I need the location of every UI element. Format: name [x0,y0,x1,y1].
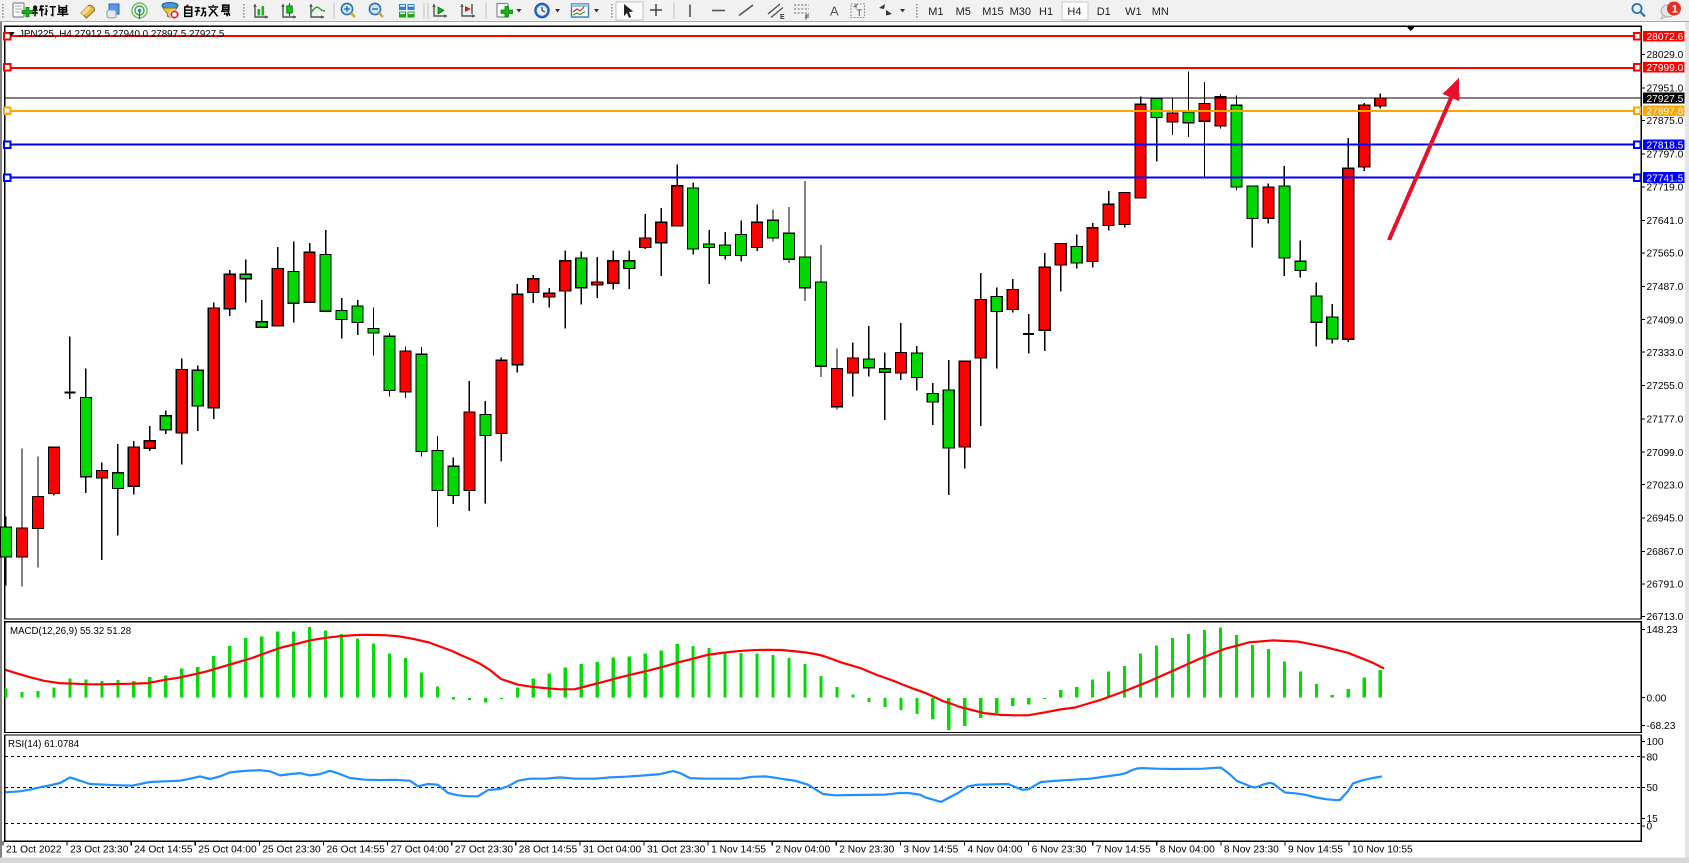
svg-text:26867.0: 26867.0 [1647,547,1684,558]
svg-text:8 Nov 04:00: 8 Nov 04:00 [1160,844,1215,855]
svg-text:23 Oct 23:30: 23 Oct 23:30 [70,844,129,855]
svg-text:4 Nov 04:00: 4 Nov 04:00 [968,844,1023,855]
svg-text:27641.0: 27641.0 [1647,216,1684,227]
svg-text:27927.5: 27927.5 [1647,94,1684,105]
svg-text:A: A [830,4,839,19]
svg-text:H4: H4 [1067,6,1081,18]
svg-text:15: 15 [1647,814,1659,825]
svg-text:M15: M15 [982,6,1003,18]
svg-text:RSI(14) 61.0784: RSI(14) 61.0784 [8,739,80,750]
svg-text:27999.0: 27999.0 [1647,63,1684,74]
svg-text:27951.0: 27951.0 [1647,84,1684,95]
svg-text:E: E [780,14,785,21]
svg-text:3 Nov 14:55: 3 Nov 14:55 [903,844,958,855]
svg-text:9 Nov 14:55: 9 Nov 14:55 [1288,844,1343,855]
svg-text:27255.0: 27255.0 [1647,381,1684,392]
svg-text:31 Oct 23:30: 31 Oct 23:30 [647,844,706,855]
svg-text:27177.0: 27177.0 [1647,415,1684,426]
svg-text:D1: D1 [1097,6,1111,18]
svg-text:1 Nov 14:55: 1 Nov 14:55 [711,844,766,855]
svg-text:0: 0 [1647,822,1653,833]
svg-text:25 Oct 23:30: 25 Oct 23:30 [262,844,321,855]
svg-text:6 Nov 23:30: 6 Nov 23:30 [1032,844,1087,855]
svg-text:8 Nov 23:30: 8 Nov 23:30 [1224,844,1279,855]
svg-text:80: 80 [1647,753,1659,764]
svg-text:28029.0: 28029.0 [1647,50,1684,61]
svg-text:T: T [857,8,863,18]
svg-text:27897.8: 27897.8 [1647,107,1684,118]
svg-text:28 Oct 14:55: 28 Oct 14:55 [519,844,578,855]
svg-text:27409.0: 27409.0 [1647,315,1684,326]
svg-text:0.00: 0.00 [1647,693,1667,704]
svg-text:50: 50 [1647,783,1659,794]
svg-text:W1: W1 [1125,6,1142,18]
svg-text:M5: M5 [956,6,971,18]
svg-text:27099.0: 27099.0 [1647,448,1684,459]
svg-text:MACD(12,26,9) 55.32 51.28: MACD(12,26,9) 55.32 51.28 [10,626,131,637]
svg-text:7 Nov 14:55: 7 Nov 14:55 [1096,844,1151,855]
svg-text:28072.6: 28072.6 [1647,32,1684,43]
svg-text:24 Oct 14:55: 24 Oct 14:55 [134,844,193,855]
svg-text:M30: M30 [1010,6,1031,18]
svg-text:25 Oct 04:00: 25 Oct 04:00 [198,844,257,855]
svg-text:26945.0: 26945.0 [1647,514,1684,525]
svg-text:1: 1 [1672,4,1678,16]
svg-text:27565.0: 27565.0 [1647,249,1684,260]
svg-text:10 Nov 10:55: 10 Nov 10:55 [1352,844,1413,855]
svg-text:26791.0: 26791.0 [1647,580,1684,591]
svg-text:JPN225, H4 27912.5 27940.0 27: JPN225, H4 27912.5 27940.0 27897.5 27927… [19,29,225,40]
svg-text:-68.23: -68.23 [1647,721,1676,732]
svg-text:2 Nov 04:00: 2 Nov 04:00 [775,844,830,855]
svg-text:2 Nov 23:30: 2 Nov 23:30 [839,844,894,855]
svg-text:H1: H1 [1039,6,1053,18]
svg-text:26 Oct 14:55: 26 Oct 14:55 [327,844,386,855]
svg-text:27818.5: 27818.5 [1647,140,1684,151]
svg-text:27797.0: 27797.0 [1647,149,1684,160]
svg-text:27 Oct 04:00: 27 Oct 04:00 [391,844,450,855]
svg-text:100: 100 [1647,737,1664,748]
svg-text:F: F [805,15,810,22]
svg-text:27741.5: 27741.5 [1647,173,1684,184]
svg-text:148.23: 148.23 [1647,625,1678,636]
svg-text:MN: MN [1152,6,1169,18]
svg-text:27875.0: 27875.0 [1647,116,1684,127]
svg-text:21 Oct 2022: 21 Oct 2022 [6,844,62,855]
svg-text:27 Oct 23:30: 27 Oct 23:30 [455,844,514,855]
svg-text:27719.0: 27719.0 [1647,183,1684,194]
svg-text:27487.0: 27487.0 [1647,282,1684,293]
svg-text:M1: M1 [928,6,943,18]
svg-text:31 Oct 04:00: 31 Oct 04:00 [583,844,642,855]
svg-text:27023.0: 27023.0 [1647,480,1684,491]
svg-text:26713.0: 26713.0 [1647,612,1684,623]
svg-text:27333.0: 27333.0 [1647,348,1684,359]
